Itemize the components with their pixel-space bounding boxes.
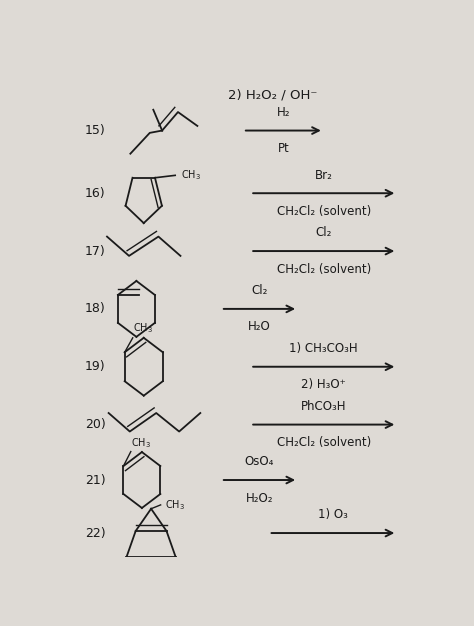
Text: 18): 18) — [85, 302, 106, 316]
Text: CH$_3$: CH$_3$ — [134, 322, 154, 336]
Text: Br₂: Br₂ — [315, 168, 333, 182]
Text: CH₂Cl₂ (solvent): CH₂Cl₂ (solvent) — [277, 436, 371, 449]
Text: Cl₂: Cl₂ — [251, 284, 268, 297]
Text: CH$_3$: CH$_3$ — [181, 168, 201, 182]
Text: H₂: H₂ — [277, 106, 290, 119]
Text: Cl₂: Cl₂ — [316, 227, 332, 240]
Text: PhCO₃H: PhCO₃H — [301, 400, 346, 413]
Text: 1) CH₃CO₃H: 1) CH₃CO₃H — [290, 342, 358, 355]
Text: 16): 16) — [85, 187, 106, 200]
Text: CH₂Cl₂ (solvent): CH₂Cl₂ (solvent) — [277, 263, 371, 275]
Text: OsO₄: OsO₄ — [245, 456, 274, 468]
Text: 2) H₂O₂ / OH⁻: 2) H₂O₂ / OH⁻ — [228, 89, 317, 101]
Text: CH$_3$: CH$_3$ — [131, 436, 151, 449]
Text: 20): 20) — [85, 418, 106, 431]
Text: 1) O₃: 1) O₃ — [318, 508, 348, 521]
Text: 15): 15) — [85, 124, 106, 137]
Text: CH$_3$: CH$_3$ — [165, 498, 185, 512]
Text: H₂O: H₂O — [248, 321, 271, 334]
Text: 2) H₃O⁺: 2) H₃O⁺ — [301, 378, 346, 391]
Text: CH₂Cl₂ (solvent): CH₂Cl₂ (solvent) — [277, 205, 371, 218]
Text: 19): 19) — [85, 360, 106, 373]
Text: 21): 21) — [85, 473, 106, 486]
Text: H₂O₂: H₂O₂ — [246, 491, 273, 505]
Text: 17): 17) — [85, 245, 106, 257]
Text: 22): 22) — [85, 526, 106, 540]
Text: Pt: Pt — [277, 142, 289, 155]
